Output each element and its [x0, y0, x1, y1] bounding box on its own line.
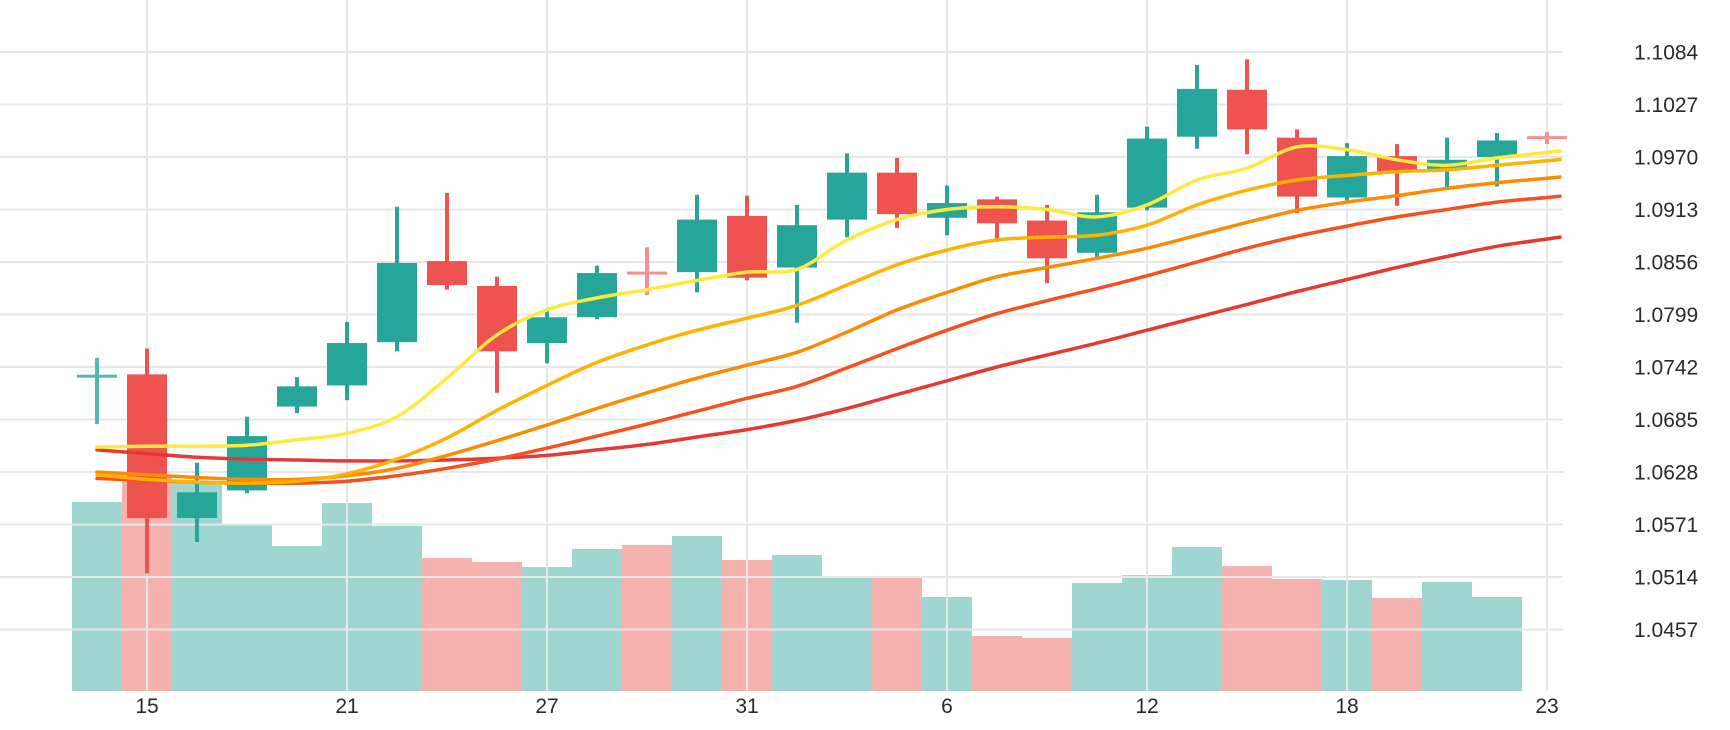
- candle: [677, 194, 717, 293]
- candle: [277, 377, 317, 414]
- candle-body: [1127, 138, 1167, 208]
- candle-body: [177, 492, 217, 519]
- candle: [1127, 126, 1167, 211]
- candle: [377, 206, 417, 352]
- candle: [327, 321, 367, 401]
- x-axis-label: 12: [1135, 695, 1158, 718]
- volume-bar: [1422, 582, 1472, 691]
- candle: [877, 157, 917, 228]
- candle-body: [327, 343, 367, 386]
- candle-body: [727, 215, 767, 278]
- volume-bar: [772, 555, 822, 691]
- candle: [527, 310, 567, 364]
- candle: [1527, 132, 1567, 145]
- volume-bar: [622, 545, 672, 691]
- y-axis-label: 1.0571: [1634, 514, 1698, 537]
- candle-body: [377, 262, 417, 343]
- candle-body: [477, 285, 517, 352]
- candle-body: [427, 261, 467, 286]
- ma-line-ma-slowest-red: [95, 235, 1562, 463]
- candle: [427, 192, 467, 290]
- y-axis-label: 1.0742: [1634, 357, 1698, 380]
- volume-bar: [822, 576, 872, 691]
- candle: [627, 247, 667, 296]
- x-axis-label: 15: [135, 695, 158, 718]
- candle-body: [977, 199, 1017, 224]
- volume-bar: [372, 526, 422, 691]
- y-axis-label: 1.1084: [1634, 42, 1699, 65]
- candle-body: [827, 172, 867, 220]
- candle-body: [627, 271, 667, 275]
- candle: [577, 265, 617, 320]
- candle: [1227, 59, 1267, 155]
- candle-body: [877, 172, 917, 215]
- volume-bar: [1172, 547, 1222, 691]
- ma-line-ma-slow-deep-orange: [95, 194, 1562, 486]
- volume-bar: [1372, 598, 1422, 691]
- y-axis-label: 1.0970: [1634, 147, 1698, 170]
- y-axis-labels: 1.1084 1.1027 1.0970 1.0913 1.0856 1.0799 1.07…: [1634, 42, 1699, 643]
- ma-line-ma-fastest-yellow: [95, 143, 1562, 449]
- y-axis-label: 1.1027: [1634, 94, 1698, 117]
- candle-body: [527, 317, 567, 344]
- y-axis-label: 1.0628: [1634, 462, 1698, 485]
- x-axis-labels: 15 21 27 31 6 12 18 23: [135, 695, 1558, 718]
- y-axis-label: 1.0913: [1634, 199, 1698, 222]
- candle-body: [1177, 88, 1217, 137]
- x-axis-label: 6: [941, 695, 953, 718]
- volume-bar: [1272, 579, 1322, 691]
- y-axis-label: 1.0514: [1634, 567, 1699, 590]
- candle-body: [1027, 220, 1067, 259]
- volume-bar: [222, 524, 272, 691]
- candle-wick: [1395, 144, 1399, 206]
- volume-bar: [1072, 583, 1122, 691]
- x-axis-label: 18: [1335, 695, 1358, 718]
- y-axis-label: 1.0799: [1634, 304, 1698, 327]
- candle-body: [77, 374, 117, 378]
- candle: [827, 153, 867, 238]
- volume-bar: [972, 636, 1022, 691]
- y-axis-label: 1.0685: [1634, 409, 1698, 432]
- candle: [727, 195, 767, 281]
- candle-wick: [95, 357, 99, 425]
- y-axis-label: 1.0457: [1634, 619, 1698, 642]
- ma-line-ma-mid-orange: [95, 175, 1562, 482]
- candle-body: [1477, 140, 1517, 157]
- candle-wick: [445, 192, 449, 290]
- candle-body: [777, 225, 817, 268]
- volume-bar: [872, 576, 922, 691]
- candle-body: [1527, 136, 1567, 140]
- candle-body: [677, 219, 717, 273]
- candle: [777, 204, 817, 323]
- volume-bar: [1472, 597, 1522, 691]
- ma-line-ma-fast-amber: [95, 157, 1562, 485]
- candle: [77, 357, 117, 425]
- volume-bar: [472, 562, 522, 691]
- candle: [1477, 133, 1517, 187]
- x-axis-label: 23: [1535, 695, 1558, 718]
- volume-bar: [422, 558, 472, 691]
- candle-wick: [645, 247, 649, 296]
- candle: [1027, 204, 1067, 284]
- volume-bar: [672, 536, 722, 691]
- candle: [1177, 64, 1217, 149]
- x-axis-label: 21: [335, 695, 358, 718]
- volume-bar: [1022, 638, 1072, 691]
- candle-body: [1227, 89, 1267, 130]
- y-axis-label: 1.0856: [1634, 252, 1698, 275]
- candle: [177, 462, 217, 542]
- candle-body: [277, 386, 317, 407]
- x-axis-label: 31: [735, 695, 758, 718]
- volume-bar: [72, 502, 122, 691]
- candle-wick: [1495, 133, 1499, 187]
- volume-bar: [272, 546, 322, 691]
- ma-ribbon: [95, 143, 1562, 486]
- x-axis-label: 27: [535, 695, 558, 718]
- volume-bar: [572, 549, 622, 691]
